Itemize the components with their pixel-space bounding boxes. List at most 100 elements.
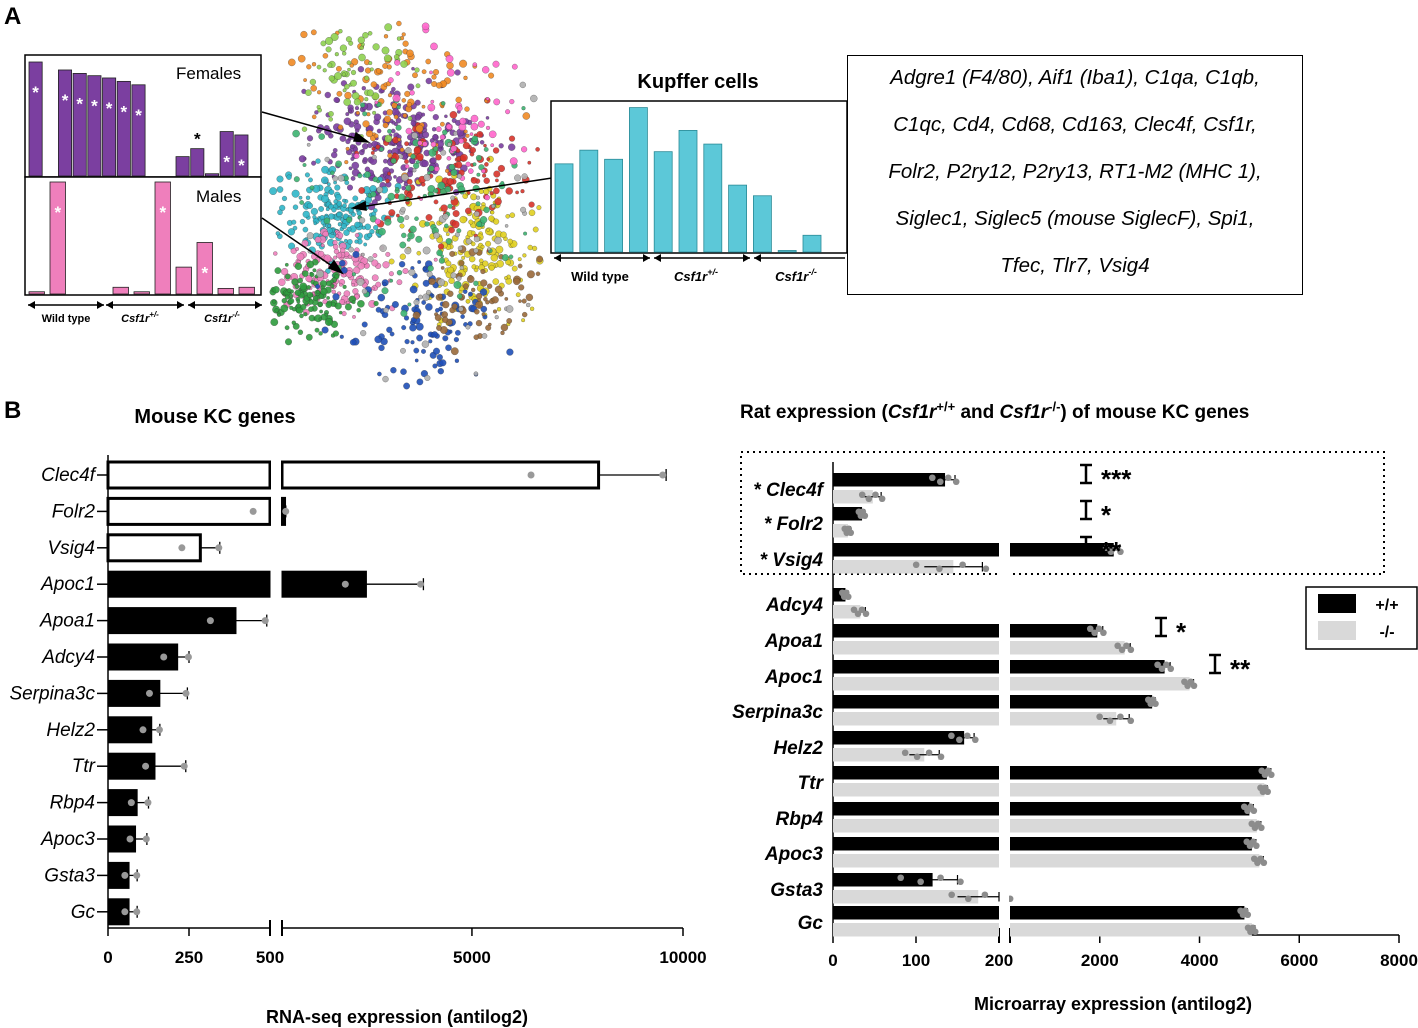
gene-label-Apoc1: Apoc1	[764, 667, 823, 688]
cell-point	[382, 281, 387, 287]
data-point	[878, 495, 886, 503]
cell-point	[493, 187, 500, 195]
cell-point	[324, 312, 329, 317]
cell-point	[431, 74, 437, 80]
bar--/--Rbp4	[833, 819, 999, 833]
cell-point	[383, 54, 392, 63]
cell-point	[373, 300, 379, 307]
cell-point	[352, 288, 359, 295]
cell-point	[354, 232, 360, 238]
cell-point	[401, 185, 406, 191]
bar-+/+-Gsta3	[833, 873, 933, 887]
cell-point	[344, 160, 349, 165]
cell-point	[328, 75, 335, 82]
cell-point	[465, 324, 471, 330]
cell-point	[343, 229, 350, 236]
cell-point	[471, 287, 476, 293]
cell-point	[369, 215, 377, 223]
cell-point	[314, 110, 319, 115]
gene-label-Apoc1: Apoc1	[40, 574, 95, 595]
cell-point	[468, 168, 474, 174]
cell-point	[351, 58, 359, 66]
cell-point	[505, 305, 514, 313]
cell-point	[454, 232, 460, 238]
cell-point	[395, 117, 402, 124]
cell-point	[518, 284, 525, 291]
data-point	[944, 474, 952, 482]
bar-HET3	[703, 143, 723, 253]
data-point	[936, 565, 943, 573]
cell-point	[410, 153, 416, 160]
cell-point	[300, 30, 308, 39]
gene-label-Clec4f: * Clec4f	[753, 480, 824, 501]
cell-point	[312, 215, 317, 220]
cell-point	[333, 199, 339, 204]
cell-point	[433, 199, 439, 205]
cell-point	[470, 241, 476, 247]
cell-point	[393, 54, 400, 60]
cell-point	[359, 45, 364, 50]
cell-point	[430, 99, 435, 104]
cell-point	[454, 69, 461, 76]
data-point	[948, 891, 955, 899]
cell-point	[392, 94, 401, 103]
data-point	[865, 495, 873, 503]
cell-point	[330, 33, 339, 41]
cell-point	[335, 194, 342, 201]
data-point	[936, 478, 944, 486]
cell-point	[407, 302, 412, 307]
cell-point	[435, 154, 442, 161]
x-tick-label: 5000	[453, 948, 491, 967]
cell-point	[501, 254, 509, 262]
cell-point	[439, 359, 447, 367]
cell-point	[433, 347, 440, 355]
x-tick-label: 10000	[659, 948, 706, 967]
cell-point	[421, 22, 430, 31]
cell-point	[448, 277, 455, 284]
cell-point	[475, 195, 481, 200]
cell-point	[506, 318, 513, 324]
cell-point	[424, 375, 431, 381]
cell-point	[338, 310, 343, 315]
cell-point	[350, 144, 355, 149]
bar--/--Apoc1	[1010, 677, 1190, 691]
cell-point	[291, 189, 300, 198]
cell-point	[302, 270, 309, 277]
cell-point	[376, 128, 382, 134]
cell-point	[358, 53, 366, 62]
cell-point	[532, 245, 538, 251]
cell-point	[406, 49, 414, 57]
gene-label-Gc: Gc	[71, 902, 96, 923]
data-point	[1106, 717, 1114, 725]
kupffer-title: Kupffer cells	[637, 71, 758, 93]
data-point	[1268, 771, 1275, 779]
sig-label-Apoa1: *	[1176, 617, 1187, 647]
cell-point	[484, 194, 490, 201]
cell-point	[321, 176, 329, 185]
cell-point	[436, 325, 442, 331]
significance-star: *	[32, 83, 39, 102]
cell-point	[305, 333, 313, 341]
cell-point	[483, 206, 490, 214]
bar-+/+-Apoc3	[833, 837, 999, 851]
cell-point	[455, 161, 463, 169]
cell-point	[333, 96, 340, 103]
cell-point	[494, 285, 503, 294]
cell-point	[361, 252, 365, 257]
kupffer-genotype-het: Csf1r+/-	[674, 267, 718, 284]
cell-point	[515, 292, 521, 298]
cell-point	[383, 34, 389, 39]
cell-point	[328, 117, 333, 122]
cell-point	[523, 231, 528, 236]
data-point	[160, 653, 168, 661]
cell-point	[413, 147, 421, 155]
cell-point	[445, 232, 450, 237]
cell-point	[417, 260, 422, 264]
cell-point	[344, 238, 348, 243]
left-genotype-wt: Wild type	[42, 313, 91, 325]
cell-point	[387, 93, 393, 98]
cell-point	[483, 296, 488, 302]
cell-point	[384, 134, 393, 143]
cell-point	[300, 303, 307, 310]
cell-point	[320, 288, 328, 296]
